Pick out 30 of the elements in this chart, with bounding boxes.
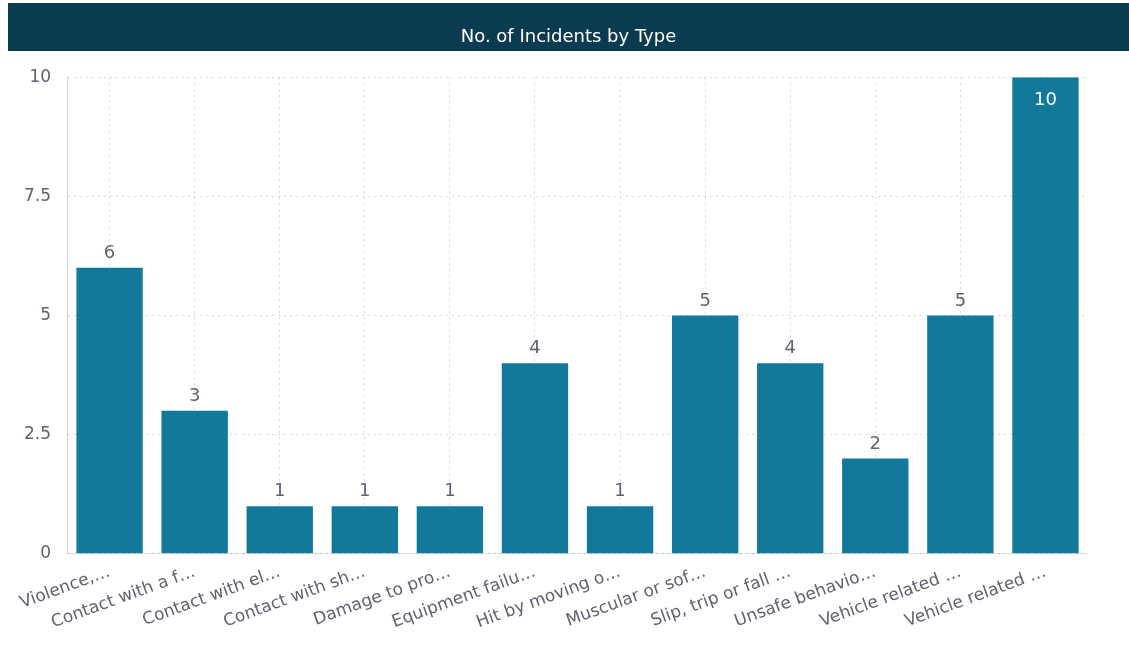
y-tick-label: 2.5 bbox=[23, 423, 52, 444]
data-label: 5 bbox=[954, 288, 967, 310]
bar bbox=[501, 363, 569, 554]
bar bbox=[416, 506, 484, 554]
bar bbox=[246, 506, 313, 554]
bar bbox=[331, 506, 398, 554]
y-tick-label: 0 bbox=[40, 542, 52, 563]
data-label: 6 bbox=[103, 240, 116, 262]
data-label: 1 bbox=[359, 479, 371, 501]
bar bbox=[161, 410, 228, 554]
bar bbox=[586, 506, 654, 554]
data-label: 5 bbox=[699, 288, 711, 310]
y-tick-label: 10 bbox=[29, 65, 52, 86]
data-label: 4 bbox=[784, 336, 796, 358]
bar bbox=[1012, 77, 1079, 554]
y-tick-label: 7.5 bbox=[23, 184, 52, 205]
data-label: 1 bbox=[274, 479, 286, 501]
data-label: 1 bbox=[614, 479, 626, 501]
bar bbox=[842, 458, 909, 554]
bar bbox=[76, 267, 143, 554]
data-label: 3 bbox=[188, 383, 201, 405]
bar bbox=[927, 315, 994, 554]
data-label: 4 bbox=[529, 336, 541, 358]
y-tick-label: 5 bbox=[40, 303, 52, 324]
bar bbox=[757, 363, 824, 554]
bar bbox=[671, 315, 739, 554]
data-label: 1 bbox=[444, 479, 456, 501]
chart-title: No. of Incidents by Type bbox=[8, 3, 1129, 51]
data-label: 10 bbox=[1034, 88, 1057, 110]
data-label: 2 bbox=[869, 431, 882, 453]
